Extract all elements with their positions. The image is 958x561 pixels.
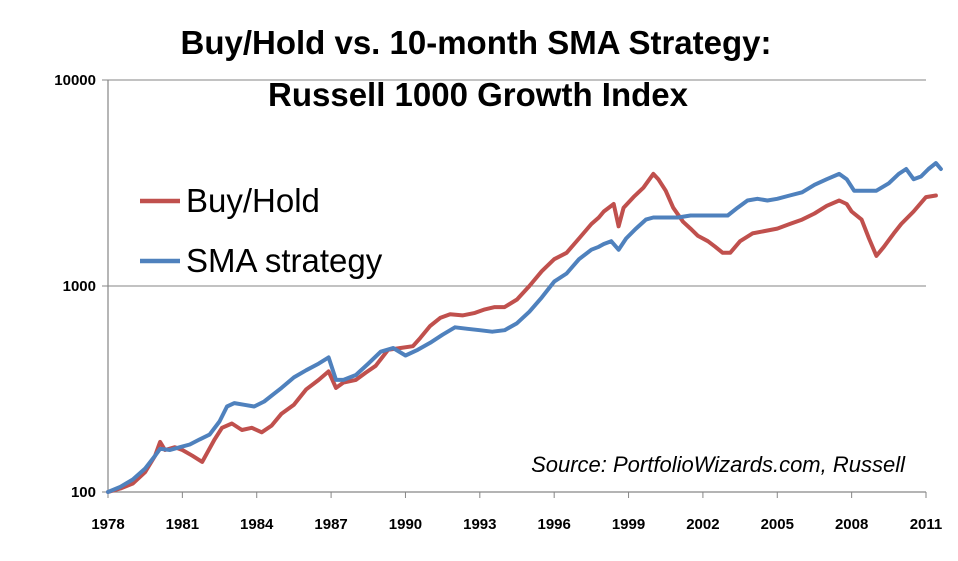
y-tick-label-100: 100: [71, 484, 96, 501]
series-line-sma-strategy: [106, 161, 943, 494]
x-tick-label-2008: 2008: [835, 516, 868, 533]
chart-subtitle: Russell 1000 Growth Index: [268, 76, 689, 113]
x-tick-label-1984: 1984: [240, 516, 274, 533]
chart-title: Buy/Hold vs. 10-month SMA Strategy:: [180, 24, 771, 61]
x-tick-label-1999: 1999: [612, 516, 645, 533]
x-tick-labels: 1978 1981 1984 1987 1990 1993 1996 1999 2002 2005…: [91, 492, 942, 533]
x-tick-label-1993: 1993: [463, 516, 496, 533]
source-annotation: Source: PortfolioWizards.com, Russell: [531, 452, 906, 477]
y-tick-label-1000: 1000: [63, 278, 96, 295]
x-tick-label-2005: 2005: [761, 516, 794, 533]
gridlines: [108, 79, 926, 287]
x-tick-label-1987: 1987: [314, 516, 347, 533]
x-tick-label-1978: 1978: [91, 516, 124, 533]
x-tick-label-2011: 2011: [910, 516, 943, 533]
x-tick-label-1996: 1996: [537, 516, 570, 533]
x-tick-label-1981: 1981: [166, 516, 199, 533]
legend-label-buy-hold: Buy/Hold: [186, 182, 320, 219]
legend: Buy/Hold SMA strategy: [140, 182, 383, 279]
y-tick-labels: 100 1000 10000: [54, 72, 108, 501]
series-line-buy-hold: [106, 171, 938, 494]
x-tick-label-1990: 1990: [389, 516, 422, 533]
series-lines: [106, 161, 943, 494]
y-tick-label-10000: 10000: [54, 72, 96, 89]
x-tick-label-2002: 2002: [686, 516, 719, 533]
legend-label-sma-strategy: SMA strategy: [186, 242, 383, 279]
